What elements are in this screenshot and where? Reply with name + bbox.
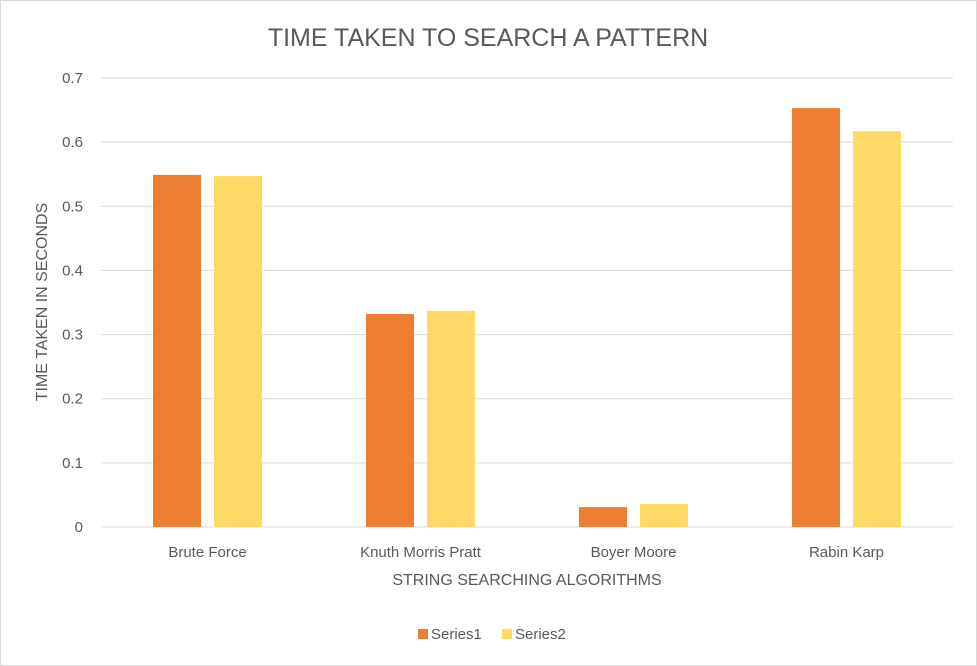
bar-series1 xyxy=(153,174,201,527)
bar-series2 xyxy=(640,503,688,527)
x-axis-ticks: Brute Force Knuth Morris Pratt Boyer Moore… xyxy=(168,544,884,561)
bar-series1 xyxy=(366,314,414,527)
x-tick-label: Boyer Moore xyxy=(591,544,677,561)
legend-label-series2: Series2 xyxy=(515,626,566,643)
y-tick-label: 0 xyxy=(75,519,83,536)
legend-label-series1: Series1 xyxy=(431,626,482,643)
x-tick-label: Knuth Morris Pratt xyxy=(360,544,482,561)
bars xyxy=(153,108,901,528)
bar-series1 xyxy=(579,507,627,527)
legend-swatch-series2 xyxy=(502,629,512,639)
y-axis-title: TIME TAKEN IN SECONDS xyxy=(34,203,51,402)
x-tick-label: Rabin Karp xyxy=(809,544,884,561)
y-axis-ticks: 0 0.1 0.2 0.3 0.4 0.5 0.6 0.7 xyxy=(62,70,83,536)
bar-series1 xyxy=(792,108,840,527)
legend: Series1 Series2 xyxy=(418,626,566,643)
legend-swatch-series1 xyxy=(418,629,428,639)
bar-series2 xyxy=(214,176,262,528)
bar-series2 xyxy=(427,310,475,527)
y-tick-label: 0.6 xyxy=(62,134,83,151)
y-tick-label: 0.5 xyxy=(62,198,83,215)
y-tick-label: 0.7 xyxy=(62,70,83,87)
chart-title: TIME TAKEN TO SEARCH A PATTERN xyxy=(268,24,708,52)
bar-series2 xyxy=(853,131,901,527)
x-axis-title: STRING SEARCHING ALGORITHMS xyxy=(392,572,661,589)
y-tick-label: 0.4 xyxy=(62,262,83,279)
y-tick-label: 0.2 xyxy=(62,391,83,408)
x-tick-label: Brute Force xyxy=(168,544,246,561)
y-tick-label: 0.3 xyxy=(62,327,83,344)
y-tick-label: 0.1 xyxy=(62,455,83,472)
